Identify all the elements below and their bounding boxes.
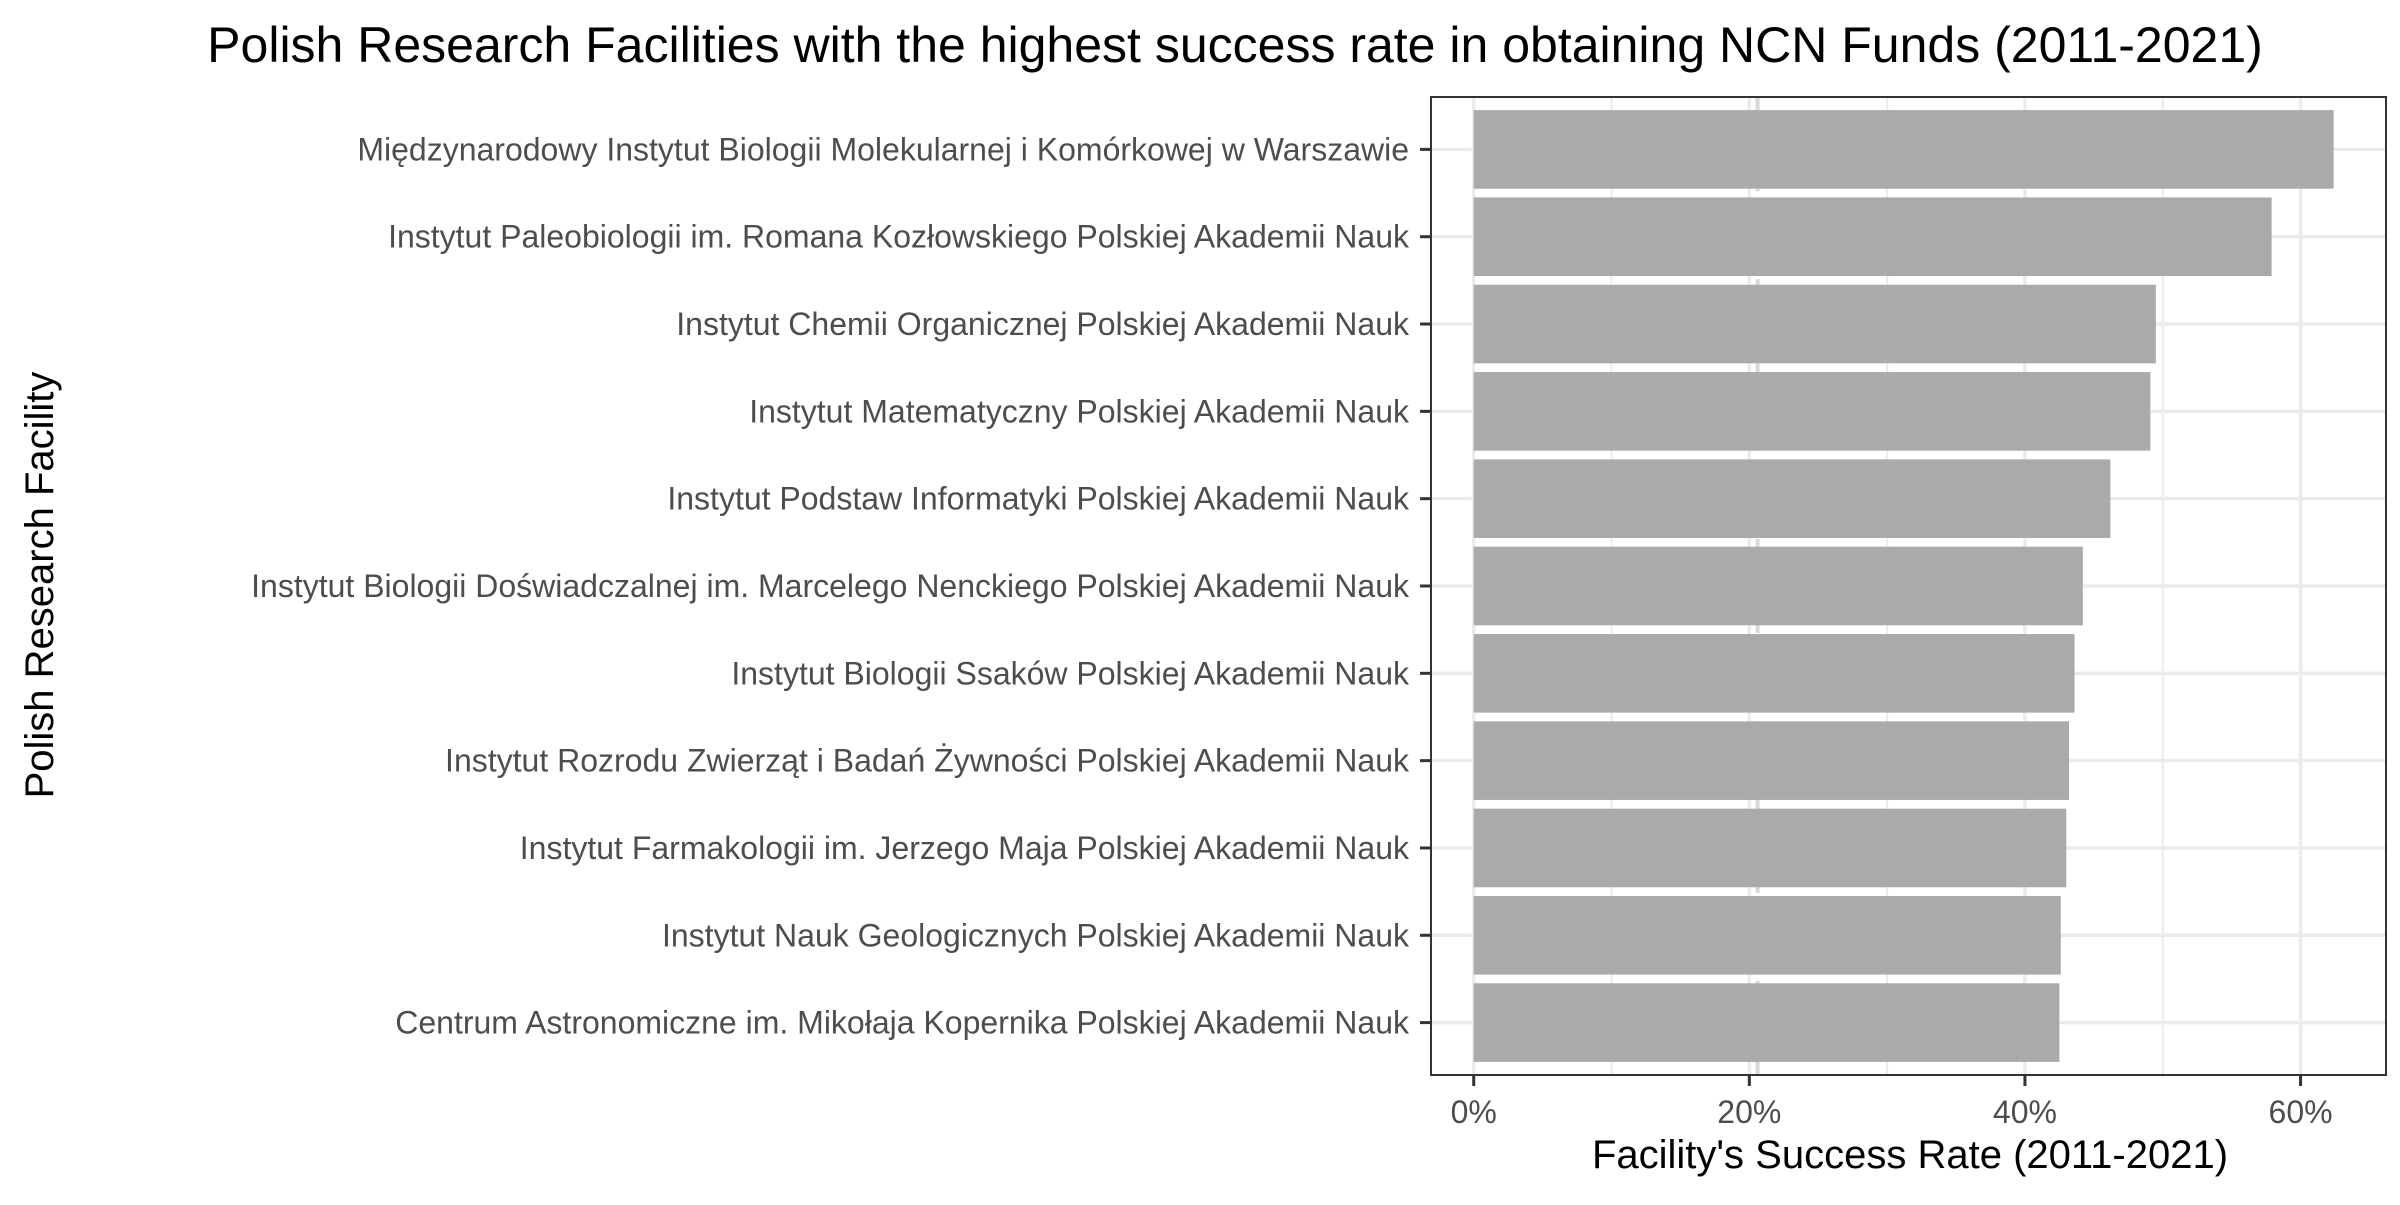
x-axis: 0% 20% 40% 60% (1451, 1075, 2333, 1130)
category-label: Międzynarodowy Instytut Biologii Molekul… (357, 131, 1409, 167)
bar (1473, 895, 2061, 975)
category-label: Instytut Podstaw Informatyki Polskiej Ak… (667, 481, 1410, 517)
y-axis-title: Polish Research Facility (18, 372, 62, 799)
bar (1473, 459, 2111, 538)
chart-title: Polish Research Facilities with the high… (207, 17, 2263, 73)
category-label: Instytut Chemii Organicznej Polskiej Aka… (676, 306, 1410, 342)
category-label: Instytut Nauk Geologicznych Polskiej Aka… (662, 917, 1410, 953)
bar (1473, 546, 2083, 626)
category-label: Instytut Biologii Doświadczalnej im. Mar… (251, 568, 1410, 604)
category-label: Instytut Biologii Ssaków Polskiej Akadem… (731, 655, 1410, 691)
category-label: Instytut Matematyczny Polskiej Akademii … (749, 393, 1410, 429)
x-tick-label: 20% (1717, 1094, 1781, 1130)
bar (1473, 721, 2070, 800)
bar (1473, 372, 2151, 451)
category-label: Centrum Astronomiczne im. Mikołaja Koper… (395, 1005, 1410, 1041)
bar (1473, 284, 2156, 364)
y-axis: Międzynarodowy Instytut Biologii Molekul… (251, 131, 1431, 1041)
bar (1473, 634, 2075, 713)
x-tick-label: 0% (1451, 1094, 1497, 1130)
x-tick-label: 60% (2269, 1094, 2333, 1130)
bar (1473, 983, 2060, 1062)
bars (1473, 110, 2334, 1062)
category-label: Instytut Paleobiologii im. Romana Kozłow… (388, 219, 1410, 255)
bar (1473, 197, 2272, 277)
x-axis-title: Facility's Success Rate (2011-2021) (1592, 1133, 2228, 1177)
bar (1473, 808, 2067, 888)
bar (1473, 110, 2334, 189)
x-tick-label: 40% (1993, 1094, 2057, 1130)
category-label: Instytut Farmakologii im. Jerzego Maja P… (520, 830, 1410, 866)
category-label: Instytut Rozrodu Zwierząt i Badań Żywnoś… (445, 743, 1410, 779)
